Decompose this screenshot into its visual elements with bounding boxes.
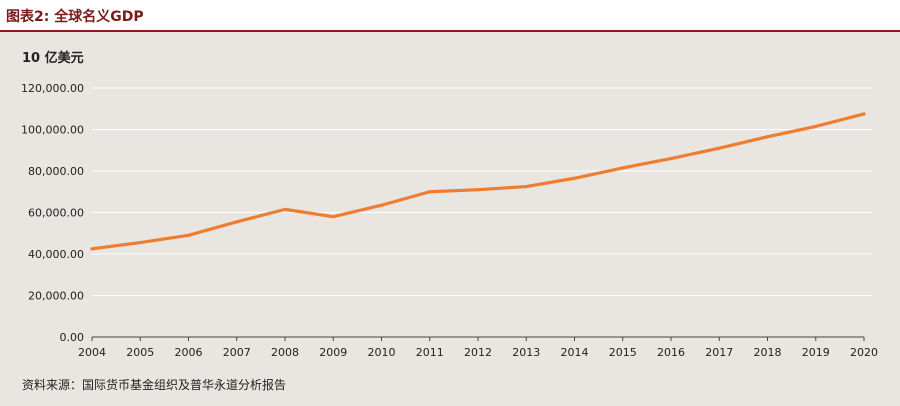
data-point [862, 112, 866, 116]
x-tick-label: 2005 [126, 346, 154, 359]
source-note: 资料来源：国际货币基金组织及普华永道分析报告 [22, 378, 287, 392]
data-point [476, 188, 480, 192]
data-point [621, 166, 625, 170]
data-point [814, 124, 818, 128]
data-point [90, 247, 94, 251]
y-tick-labels: 0.00 20,000.00 40,000.00 60,000.00 80,000.00… [21, 82, 84, 344]
x-tick-label: 2010 [368, 346, 396, 359]
x-tick-label: 2006 [175, 346, 203, 359]
y-tick-label: 120,000.00 [21, 82, 84, 95]
data-point [331, 215, 335, 219]
title-rule [0, 30, 900, 32]
x-tick-label: 2012 [464, 346, 492, 359]
axes [91, 336, 865, 341]
figure-title: 图表2: 全球名义GDP [6, 9, 144, 25]
x-tick-label: 2014 [561, 346, 589, 359]
data-point [186, 233, 191, 237]
x-tick-label: 2018 [754, 346, 782, 359]
x-tick-label: 2019 [802, 346, 830, 359]
y-tick-label: 100,000.00 [21, 124, 84, 137]
data-point [669, 156, 673, 161]
x-tick-label: 2015 [609, 346, 637, 359]
x-tick-labels: 2004 2005 2006 2007 2008 2009 2010 2011 2012 2013… [78, 346, 878, 359]
data-point [717, 146, 721, 150]
x-tick-label: 2017 [705, 346, 733, 359]
chart-background [0, 32, 900, 406]
x-tick-label: 2007 [223, 346, 251, 359]
data-point [524, 184, 528, 189]
data-point [138, 240, 142, 245]
data-point [572, 176, 577, 180]
y-tick-label: 40,000.00 [28, 248, 84, 261]
data-point [283, 207, 287, 211]
unit-label: 10 亿美元 [22, 50, 84, 66]
series [90, 112, 866, 251]
data-point [765, 135, 770, 139]
y-tick-label: 60,000.00 [28, 207, 84, 220]
x-tick-label: 2020 [850, 346, 878, 359]
data-point [235, 220, 239, 224]
series-line [90, 112, 866, 251]
x-tick-label: 2013 [512, 346, 540, 359]
x-tick-label: 2016 [657, 346, 685, 359]
y-tick-label: 20,000.00 [28, 290, 84, 303]
x-tick-label: 2008 [271, 346, 299, 359]
x-tick-label: 2004 [78, 346, 106, 359]
y-tick-label: 80,000.00 [28, 165, 84, 178]
x-tick-label: 2011 [416, 346, 444, 359]
y-tick-label: 0.00 [60, 331, 85, 344]
data-point [428, 190, 432, 194]
data-point [379, 203, 384, 207]
gridlines [92, 87, 872, 296]
x-tick-label: 2009 [319, 346, 347, 359]
